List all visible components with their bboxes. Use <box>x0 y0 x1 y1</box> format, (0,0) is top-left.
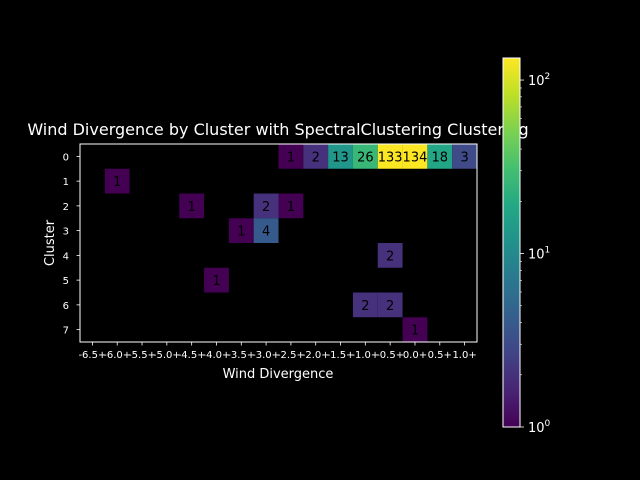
x-tick-label: 0.0+ <box>403 350 427 361</box>
cell-value-label: 134 <box>403 150 428 165</box>
cell-value-label: 1 <box>287 200 295 215</box>
x-axis-ticks: -6.5+-6.0+-5.5+-5.0+-4.5+-4.0+-3.5+-3.0+… <box>78 342 477 361</box>
colorbar-tick-exponent: 0 <box>545 419 551 429</box>
heatmap-cell <box>253 193 279 219</box>
x-tick-label: 0.5+ <box>428 350 452 361</box>
cell-value-label: 2 <box>386 299 394 314</box>
x-tick-label: -4.5+ <box>178 350 206 361</box>
x-tick-label: -6.5+ <box>78 350 106 361</box>
y-tick-label: 2 <box>63 202 69 213</box>
cell-value-label: 1 <box>212 274 220 289</box>
cell-value-label: 1 <box>287 150 295 165</box>
x-tick-label: -1.5+ <box>327 350 355 361</box>
cell-value-label: 1 <box>113 175 121 190</box>
colorbar-tick-label: 101 <box>528 246 550 263</box>
x-tick-label: -3.5+ <box>227 350 255 361</box>
cell-value-label: 4 <box>262 225 270 240</box>
heatmap-cell <box>402 317 428 342</box>
cell-value-label: 133 <box>378 150 403 165</box>
chart-title: Wind Divergence by Cluster with Spectral… <box>27 120 528 139</box>
heatmap-cell <box>452 144 477 169</box>
colorbar <box>502 57 521 428</box>
heatmap-cell <box>402 144 428 169</box>
x-tick-label: -4.0+ <box>203 350 231 361</box>
x-tick-label: -6.0+ <box>103 350 131 361</box>
heatmap-cell <box>179 193 205 219</box>
heatmap-cell <box>278 144 304 169</box>
cell-value-label: 3 <box>460 150 468 165</box>
x-tick-label: -2.0+ <box>302 350 330 361</box>
colorbar-tick-label: 100 <box>528 419 551 436</box>
heatmap-cell <box>328 144 353 169</box>
cell-value-label: 13 <box>332 150 349 165</box>
cell-value-label: 2 <box>361 299 369 314</box>
y-axis-label: Cluster <box>43 219 58 266</box>
cell-value-label: 1 <box>188 200 196 215</box>
y-tick-label: 0 <box>63 152 69 163</box>
heatmap-cell <box>278 193 304 219</box>
x-tick-label: -1.0+ <box>351 350 379 361</box>
x-tick-label: 1.0+ <box>452 350 476 361</box>
y-tick-label: 7 <box>63 326 69 337</box>
y-tick-label: 5 <box>63 276 69 287</box>
cell-value-label: 2 <box>386 249 394 264</box>
cell-value-label: 18 <box>432 150 449 165</box>
y-axis-ticks: 0 1 2 3 4 5 6 7 <box>63 152 80 337</box>
y-tick-label: 3 <box>63 227 69 238</box>
heatmap-cell <box>104 168 130 194</box>
x-tick-label: -3.0+ <box>252 350 280 361</box>
x-tick-label: -5.5+ <box>128 350 156 361</box>
heatmap-cell <box>253 218 279 243</box>
cell-value-label: 2 <box>312 150 320 165</box>
y-tick-label: 1 <box>63 177 69 188</box>
heatmap-cell <box>377 292 403 318</box>
cell-value-label: 1 <box>237 225 245 240</box>
x-tick-label: -5.0+ <box>153 350 181 361</box>
colorbar-tick-label: 102 <box>528 72 550 89</box>
colorbar-tick-exponent: 2 <box>545 72 551 82</box>
y-tick-label: 4 <box>63 251 69 262</box>
y-tick-label: 6 <box>63 301 69 312</box>
heatmap-cell <box>228 218 254 243</box>
heatmap-cell <box>352 144 378 169</box>
plot-frame <box>79 143 478 343</box>
heatmap-cell <box>303 144 329 169</box>
cell-value-labels: 1 2 13 26 133 134 18 3 1 1 2 1 1 4 2 1 2 2 1 <box>113 150 469 338</box>
heatmap-cell <box>377 144 403 169</box>
colorbar-tick-exponent: 1 <box>545 246 551 256</box>
cell-value-label: 26 <box>357 150 374 165</box>
heatmap-cell <box>204 267 229 293</box>
x-tick-label: -2.5+ <box>277 350 305 361</box>
cell-value-label: 1 <box>411 324 419 339</box>
heatmap-cells <box>80 144 477 342</box>
heatmap-cell <box>352 292 378 318</box>
heatmap-cell <box>427 144 453 169</box>
x-tick-label: -0.5+ <box>376 350 404 361</box>
heatmap-cell <box>377 243 403 268</box>
x-axis-label: Wind Divergence <box>223 367 334 382</box>
cell-value-label: 2 <box>262 200 270 215</box>
